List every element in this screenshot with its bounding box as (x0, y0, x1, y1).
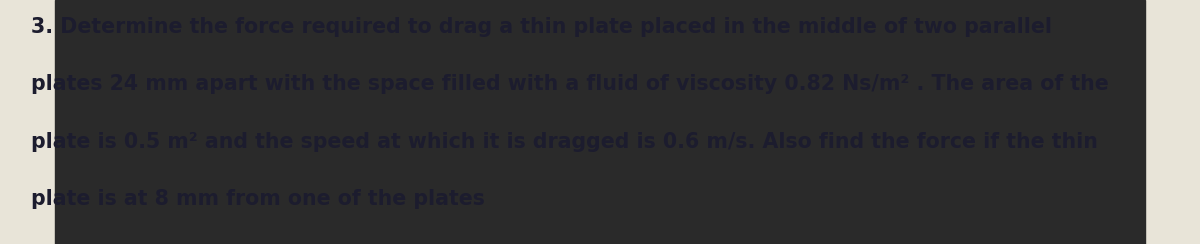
Text: plate is at 8 mm from one of the plates: plate is at 8 mm from one of the plates (31, 189, 485, 209)
Text: 3. Determine the force required to drag a thin plate placed in the middle of two: 3. Determine the force required to drag … (31, 17, 1052, 37)
Text: plates 24 mm apart with the space filled with a fluid of viscosity 0.82 Ns/m² . : plates 24 mm apart with the space filled… (31, 74, 1109, 94)
Text: plate is 0.5 m² and the speed at which it is dragged is 0.6 m/s. Also find the f: plate is 0.5 m² and the speed at which i… (31, 132, 1098, 152)
